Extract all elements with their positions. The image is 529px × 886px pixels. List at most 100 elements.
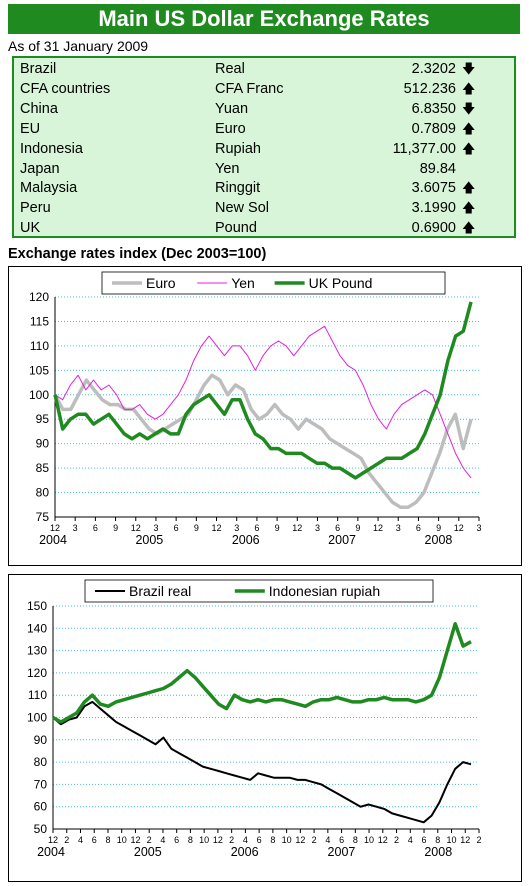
x-tick-label: 12 [48,835,58,845]
rate-row: CFA countries CFA Franc 512.236 🡅 [14,79,514,99]
x-year-label: 2006 [232,533,260,547]
chart-exchange-index: 75 80 85 90 95 100 105 110 115 120 12 3 6 9 12 3 6 9 12 3 6 9… [8,266,522,566]
rate-country: EU [20,120,41,137]
y-tick-label: 120 [29,290,49,304]
rate-row: Japan Yen 89.84 [14,159,514,179]
arrow-up-icon: 🡅 [462,140,476,156]
x-tick-label: 4 [408,835,413,845]
x-tick-label: 12 [213,835,223,845]
x-tick-label: 12 [131,523,141,533]
rate-country: Peru [20,200,51,217]
x-year-label: 2006 [231,845,259,859]
rate-value: 0.7809 [411,120,456,137]
rate-row: EU Euro 0.7809 🡅 [14,119,514,139]
x-tick-label: 9 [113,523,118,533]
y-tick-label: 95 [36,412,50,426]
y-tick-label: 115 [30,314,49,328]
arrow-up-icon: 🡅 [462,220,476,236]
rate-value: 0.6900 [411,220,456,237]
x-year-label: 2007 [328,845,356,859]
x-year-label: 2008 [424,845,452,859]
y-tick-label: 80 [36,486,50,500]
series-line [53,301,473,480]
rate-currency: Euro [215,120,246,137]
arrow-down-icon: 🡇 [462,61,476,76]
x-tick-label: 6 [257,835,262,845]
x-year-label: 2005 [135,533,163,547]
y-tick-label: 90 [36,437,50,451]
rate-row: Malaysia Ringgit 3.6075 🡅 [14,178,514,198]
rate-value: 6.8350 [411,100,456,117]
rate-value: 3.1990 [411,200,456,217]
x-year-label: 2008 [425,533,453,547]
x-tick-label: 12 [292,523,302,533]
x-tick-label: 3 [73,523,78,533]
chart-brazil-indonesia: 50 60 70 80 90 100 110 120 130 140 150 12 2 4 6 8 10 12 2 4… [8,574,522,882]
x-year-label: 2004 [39,533,67,547]
rate-country: UK [20,220,41,237]
y-tick-label: 100 [29,388,49,402]
x-tick-label: 12 [378,835,388,845]
legend-box [101,271,446,295]
x-tick-label: 10 [199,835,209,845]
x-tick-label: 3 [315,523,320,533]
x-tick-label: 4 [325,835,330,845]
as-of-date: As of 31 January 2009 [8,38,149,54]
x-tick-label: 6 [174,523,179,533]
y-tick-label: 120 [27,666,47,680]
y-tick-label: 85 [36,461,50,475]
x-tick-label: 2 [147,835,152,845]
rate-row: China Yuan 6.8350 🡇 [14,99,514,119]
x-tick-label: 3 [234,523,239,533]
legend-label: Indonesian rupiah [269,583,380,599]
rate-currency: Yuan [215,100,249,117]
rate-row: Brazil Real 2.3202 🡇 [14,59,514,79]
chart1-title: Exchange rates index (Dec 2003=100) [8,246,267,262]
x-tick-label: 6 [335,523,340,533]
x-tick-label: 12 [295,835,305,845]
x-tick-label: 10 [364,835,374,845]
rate-currency: Pound [215,220,257,237]
rate-value: 89.84 [419,160,456,177]
legend-label: Yen [231,275,255,291]
x-tick-label: 9 [436,523,441,533]
y-tick-label: 70 [34,777,48,791]
x-tick-label: 3 [476,523,481,533]
y-tick-label: 60 [34,800,48,814]
y-tick-label: 150 [27,599,47,613]
y-tick-label: 110 [30,339,49,353]
arrow-up-icon: 🡅 [462,180,476,196]
y-tick-label: 75 [36,510,50,524]
legend-label: UK Pound [309,275,373,291]
rate-value: 512.236 [403,80,456,97]
x-tick-label: 8 [188,835,193,845]
rate-country: Brazil [20,61,57,77]
y-tick-label: 105 [29,363,49,377]
y-tick-label: 80 [34,755,48,769]
x-tick-label: 6 [422,835,427,845]
rate-country: Japan [20,160,60,177]
x-tick-label: 2 [229,835,234,845]
rate-row: UK Pound 0.6900 🡅 [14,218,514,238]
x-tick-label: 2 [476,835,481,845]
y-tick-label: 140 [27,621,47,635]
arrow-up-icon: 🡅 [462,120,476,136]
x-tick-label: 9 [194,523,199,533]
x-tick-label: 8 [270,835,275,845]
legend-label: Brazil real [129,583,191,599]
rate-value: 11,377.00 [392,140,456,157]
x-tick-label: 6 [174,835,179,845]
legend-label: Euro [146,275,176,291]
rate-currency: New Sol [215,200,269,217]
x-year-label: 2004 [37,845,65,859]
x-tick-label: 9 [355,523,360,533]
y-tick-label: 90 [34,733,48,747]
x-tick-label: 6 [416,523,421,533]
x-tick-label: 8 [353,835,358,845]
rate-row: Peru New Sol 3.1990 🡅 [14,198,514,218]
y-tick-label: 130 [27,644,47,658]
x-tick-label: 8 [105,835,110,845]
rate-country: China [20,100,58,117]
x-tick-label: 4 [78,835,83,845]
